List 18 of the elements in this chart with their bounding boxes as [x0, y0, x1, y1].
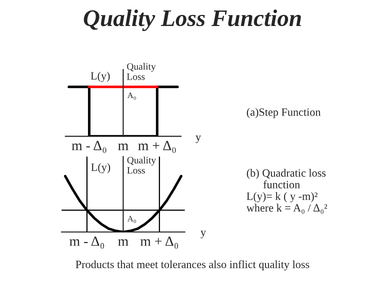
- x-tick-label: m: [118, 239, 128, 246]
- x-axis-title: y: [196, 136, 202, 144]
- text: L(y): [91, 163, 110, 174]
- y-axis-title: Quality Loss: [126, 62, 156, 80]
- x-tick-label: m - Δ₀: [72, 140, 106, 153]
- x-tick-label: m: [118, 144, 128, 150]
- text: (b) Quadratic loss function L(y)= k ( y -m)² where k = A₀ / Δ₀²: [246, 168, 328, 214]
- annotation: A₀: [127, 92, 136, 100]
- text: (a)Step Function: [246, 108, 321, 118]
- x-tick-label: m - Δ₀: [70, 236, 104, 249]
- x-tick-label: m + Δ₀: [140, 236, 178, 249]
- chart-title: Quality Loss Function: [84, 10, 301, 32]
- text: Products that meet tolerances also inflict quality loss: [76, 260, 310, 270]
- x-axis-title: y: [200, 230, 206, 238]
- y-axis-title: Quality Loss: [127, 156, 156, 174]
- x-tick-label: m + Δ₀: [138, 140, 176, 153]
- annotation: A₀: [127, 216, 136, 224]
- text: L(y): [90, 72, 110, 82]
